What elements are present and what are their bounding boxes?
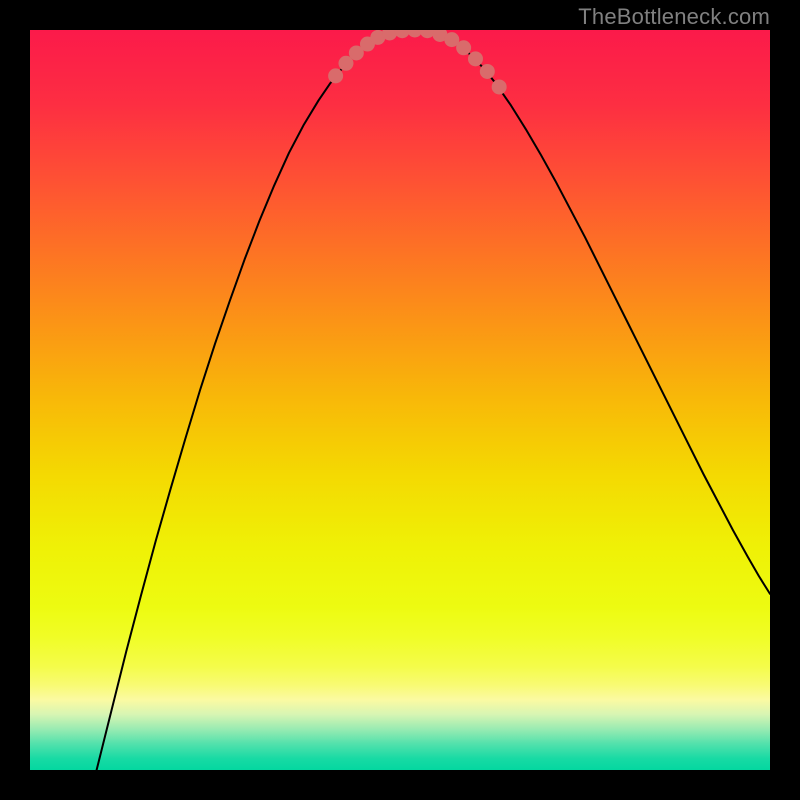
watermark-text: TheBottleneck.com [578, 4, 770, 30]
chart-plot [30, 30, 770, 770]
bottleneck-chart-svg [30, 30, 770, 770]
